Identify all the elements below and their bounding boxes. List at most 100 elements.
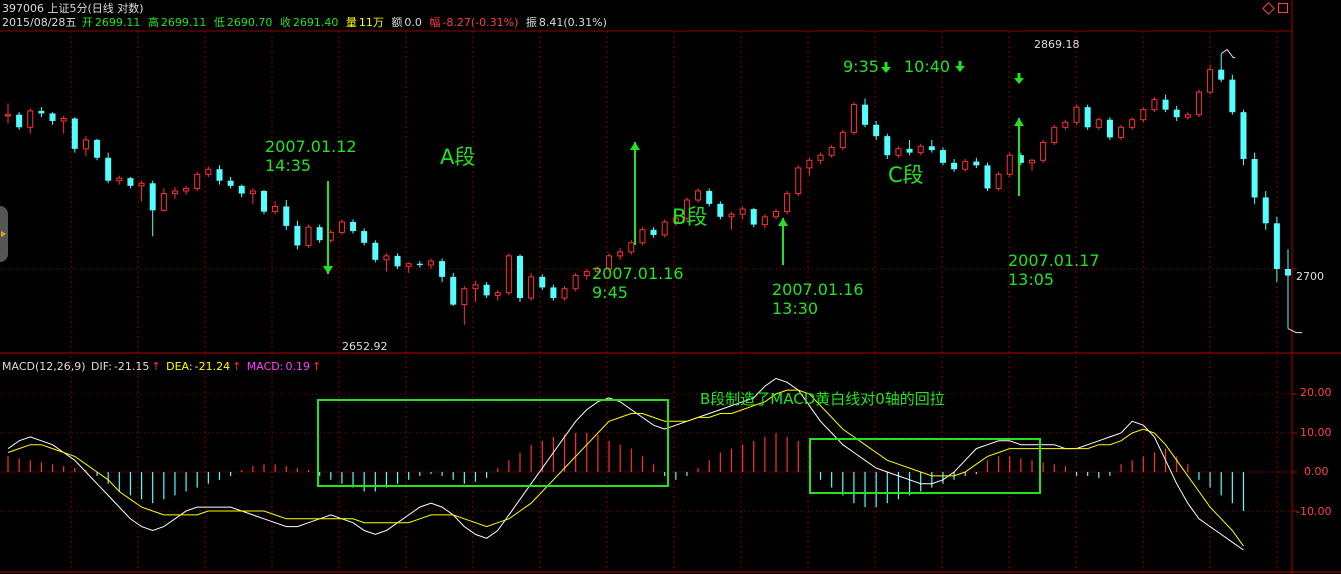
candle-body xyxy=(316,227,323,241)
candle-body xyxy=(973,161,980,166)
candle-body xyxy=(127,178,134,186)
amount-value: 0.0 xyxy=(404,16,422,29)
vol-value: 11万 xyxy=(358,16,384,29)
annotation-2007-01-16-1330: 2007.01.16 13:30 xyxy=(772,280,864,318)
candle-body xyxy=(984,165,991,189)
candle-body xyxy=(238,185,245,194)
candle-body xyxy=(194,173,201,189)
candle-body xyxy=(706,191,713,204)
candle-body xyxy=(561,288,568,299)
candle-body xyxy=(394,255,401,267)
candle-body xyxy=(683,199,690,219)
candle-body xyxy=(939,150,946,163)
high-value: 2699.11 xyxy=(160,16,207,29)
candle-body xyxy=(461,288,468,306)
candle-body xyxy=(873,124,880,137)
window-square-icon[interactable] xyxy=(1278,3,1288,13)
open-value: 2699.11 xyxy=(94,16,141,29)
candle-body xyxy=(817,154,824,161)
candle-body xyxy=(149,183,156,211)
candle-body xyxy=(94,139,101,158)
annotation-date: 2007.01.17 xyxy=(1008,251,1100,270)
high-pointer xyxy=(1220,48,1236,59)
candle-body xyxy=(138,182,145,187)
candle-body xyxy=(1273,223,1280,269)
candle-body xyxy=(906,148,913,153)
annotation-2007-01-12: 2007.01.12 14:35 xyxy=(265,137,357,175)
candle-body xyxy=(38,110,45,114)
annotation-date: 2007.01.16 xyxy=(772,280,864,299)
dea-line xyxy=(7,389,1244,547)
candle-body xyxy=(739,208,746,215)
candle-body xyxy=(1184,114,1191,118)
price-candles xyxy=(5,53,1291,329)
candle-body xyxy=(105,157,112,181)
candle-body xyxy=(539,276,546,288)
candle-body xyxy=(116,177,123,182)
candle-body xyxy=(472,284,479,290)
candle-body xyxy=(1006,154,1013,175)
candle-body xyxy=(1140,109,1147,121)
candle-body xyxy=(572,275,579,290)
macd-value: 0.19 xyxy=(285,360,310,373)
candle-body xyxy=(828,147,835,156)
amp-value: 8.41(0.31%) xyxy=(538,16,607,29)
down-arrow-935-stem xyxy=(884,62,888,67)
candle-body xyxy=(483,284,490,296)
annotation-date: 2007.01.16 xyxy=(592,264,684,283)
candle-body xyxy=(16,114,23,128)
macd-axis-20: 20.00 xyxy=(1300,386,1332,399)
change-value: -8.27(-0.31%) xyxy=(442,16,519,29)
close-label: 收 xyxy=(279,16,291,29)
annotation-time-1040: 10:40 xyxy=(904,57,951,76)
candle-body xyxy=(550,287,557,299)
candle-body xyxy=(49,113,56,121)
candle-body xyxy=(60,117,67,122)
candle-body xyxy=(1062,121,1069,128)
candle-body xyxy=(628,242,635,253)
candle-body xyxy=(494,292,501,296)
arrow-2007-01-17-head xyxy=(1014,118,1024,126)
candle-body xyxy=(171,190,178,195)
candle-body xyxy=(728,213,735,218)
candle-body xyxy=(1017,155,1024,163)
candle-body xyxy=(1173,109,1180,118)
candle-body xyxy=(1195,91,1202,116)
amount-label: 额 xyxy=(391,16,403,29)
amp-label: 振 xyxy=(525,16,537,29)
close-value: 2691.40 xyxy=(292,16,339,29)
macd-name: MACD(12,26,9) xyxy=(2,360,86,373)
candle-body xyxy=(350,221,357,232)
down-arrow-1040-head xyxy=(955,66,965,72)
candle-body xyxy=(272,205,279,213)
open-label: 开 xyxy=(81,16,93,29)
candle-body xyxy=(928,146,935,151)
candle-body xyxy=(27,110,34,128)
candle-body xyxy=(261,191,267,212)
segment-b-label: B段 xyxy=(672,205,708,229)
annotation-time: 9:45 xyxy=(592,283,628,302)
annotation-time: 14:35 xyxy=(265,156,312,175)
candle-body xyxy=(862,104,869,125)
candle-body xyxy=(183,187,190,192)
candle-body xyxy=(895,148,902,156)
candle-body xyxy=(1262,197,1269,224)
candle-body xyxy=(695,190,702,201)
candle-body xyxy=(962,161,969,170)
low-label: 低 xyxy=(213,16,225,29)
candle-body xyxy=(372,242,379,260)
arrow-2007-01-16-1330-head xyxy=(778,218,788,226)
candle-body xyxy=(416,263,423,266)
candle-body xyxy=(517,255,523,299)
dif-value: -21.15 xyxy=(113,360,150,373)
candle-body xyxy=(450,276,457,305)
annotation-graphics xyxy=(317,48,1302,494)
collapse-handle[interactable] xyxy=(0,206,8,262)
arrow-2007-01-12-head xyxy=(323,266,333,274)
candle-body xyxy=(1251,159,1258,198)
price-high-label: 2869.18 xyxy=(1034,38,1080,51)
candle-body xyxy=(672,217,679,223)
collapse-arrow-icon xyxy=(1,231,6,237)
candle-body xyxy=(1095,119,1102,128)
candle-body xyxy=(850,104,857,133)
